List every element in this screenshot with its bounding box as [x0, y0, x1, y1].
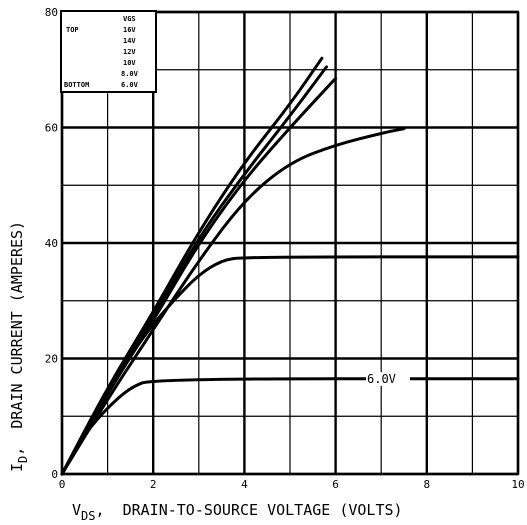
x-axis-label-rest: , DRAIN-TO-SOURCE VOLTAGE (VOLTS): [95, 501, 402, 519]
curve-label-6v: 6.0V: [367, 372, 396, 386]
y-tick-label: 40: [45, 237, 58, 250]
tick-labels: 0 2 4 6 8 10 0 20 40 60 80: [45, 6, 525, 491]
y-tick-label: 60: [45, 122, 58, 135]
y-axis-label-main: I: [8, 463, 26, 472]
y-tick-label: 80: [45, 6, 58, 19]
legend-top-label: TOP: [66, 26, 79, 34]
legend-entry-8v: 8.0V: [121, 70, 139, 78]
legend-entry-12v: 12V: [123, 48, 136, 56]
plot-frame: [60, 10, 520, 476]
series-line-3: [60, 127, 406, 476]
legend-bottom-label: BOTTOM: [64, 81, 89, 89]
x-tick-label: 4: [241, 478, 248, 491]
y-axis-label-sub: D: [16, 456, 30, 463]
x-tick-label: 0: [59, 478, 66, 491]
x-tick-label: 2: [150, 478, 157, 491]
legend-entry-6v: 6.0V: [121, 81, 139, 89]
y-axis-label-rest: , DRAIN CURRENT (AMPERES): [8, 221, 26, 456]
x-axis-label: VDS, DRAIN-TO-SOURCE VOLTAGE (VOLTS): [72, 501, 403, 523]
legend-header: VGS: [123, 15, 136, 23]
legend-entry-14v: 14V: [123, 37, 136, 45]
legend-entry-16v: 16V: [123, 26, 136, 34]
x-tick-label: 8: [423, 478, 430, 491]
legend-box: [60, 10, 157, 93]
x-axis-label-main: V: [72, 501, 81, 519]
legend: VGS TOP 16V 14V 12V 10V 8.0V BOTTOM 6.0V: [60, 10, 157, 93]
y-axis-label: ID, DRAIN CURRENT (AMPERES): [8, 221, 30, 472]
y-tick-label: 20: [45, 353, 58, 366]
x-tick-label: 10: [511, 478, 524, 491]
y-tick-label: 0: [51, 468, 58, 481]
legend-entry-10v: 10V: [123, 59, 136, 67]
x-axis-label-sub: DS: [81, 509, 95, 523]
curve-label-background: [366, 372, 410, 386]
series-line-4: [60, 255, 520, 476]
x-tick-label: 6: [332, 478, 339, 491]
